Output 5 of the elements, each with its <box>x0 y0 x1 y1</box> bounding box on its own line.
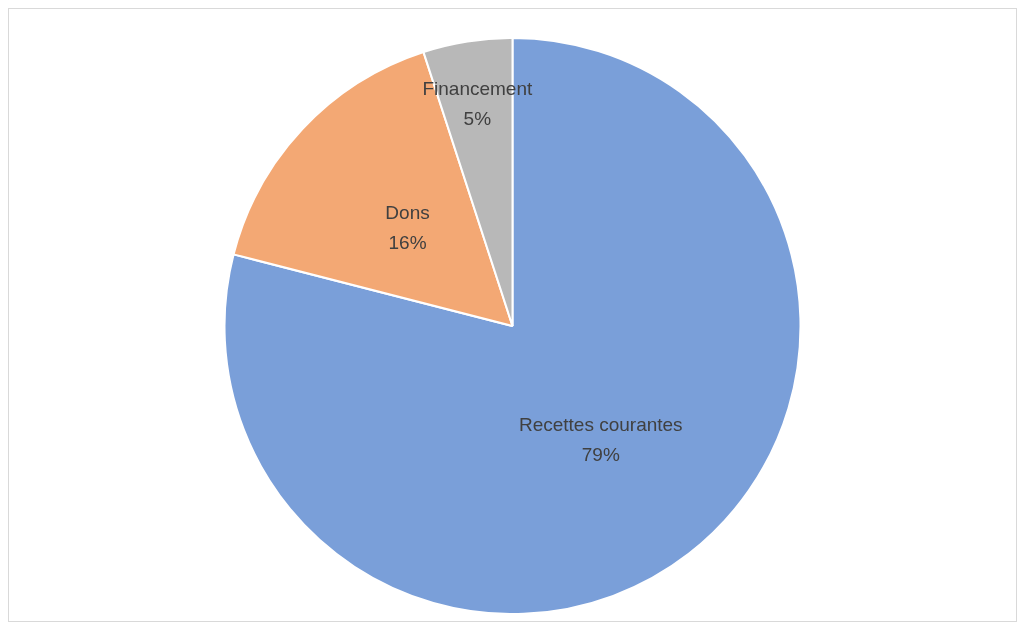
data-label: 79% <box>581 444 620 466</box>
data-label: 16% <box>388 231 427 253</box>
slice-label: Recettes courantes <box>518 414 683 436</box>
data-label: 5% <box>463 108 492 130</box>
slice-label: Dons <box>385 201 430 223</box>
